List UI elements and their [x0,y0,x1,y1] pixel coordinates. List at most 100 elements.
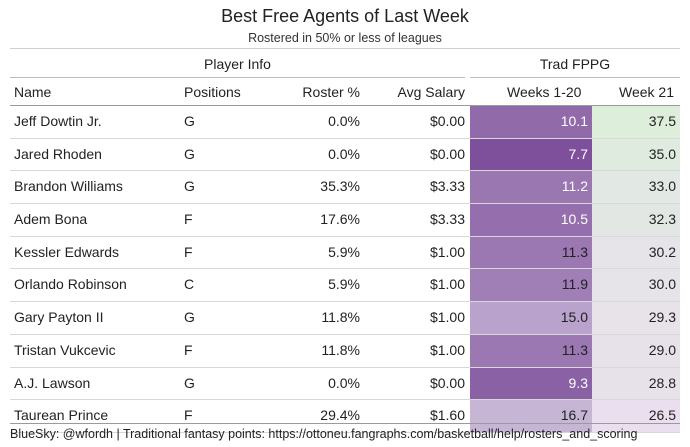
cell-roster: 11.8% [321,341,360,358]
cell-weeks-1-20-value: 10.1 [560,113,588,129]
cell-weeks-1-20-value: 11.3 [561,243,588,260]
col-header-name: Name [14,84,52,100]
cell-positions: G [184,145,195,162]
cell-roster: 0.0% [328,145,360,162]
cell-salary: $1.00 [429,276,465,293]
top-rule [10,48,680,49]
source-caption: BlueSky: @wfordh | Traditional fantasy p… [10,427,638,441]
table-row: Taurean Prince F 29.4% $1.60 16.7 26.5 [10,400,680,433]
cell-positions: C [184,276,195,293]
spanner-trad-fppg: Trad FPPG [470,52,680,78]
cell-weeks-1-20-value: 9.3 [568,374,588,391]
cell-name: Kessler Edwards [14,243,120,260]
cell-weeks-1-20: 10.5 [470,204,592,236]
table-row: Adem Bona F 17.6% $3.33 10.5 32.3 [10,204,680,237]
cell-week-21: 37.5 [592,106,680,138]
header-rule [10,105,680,106]
cell-week-21-value: 29.3 [648,309,676,326]
cell-week-21-value: 32.3 [648,211,676,228]
cell-weeks-1-20: 11.3 [470,334,592,367]
cell-weeks-1-20: 10.1 [470,106,592,138]
cell-roster: 29.4% [320,407,360,424]
cell-weeks-1-20-value: 11.9 [561,276,588,293]
cell-weeks-1-20: 15.0 [470,302,592,334]
cell-weeks-1-20-value: 11.2 [561,178,588,195]
cell-weeks-1-20-value: 10.5 [560,211,588,228]
cell-week-21: 35.0 [592,138,680,171]
cell-week-21: 29.0 [592,334,680,367]
col-header-salary: Avg Salary [397,84,465,100]
col-header-roster: Roster % [302,84,360,100]
cell-week-21: 30.0 [592,269,680,302]
table-row: Gary Payton II G 11.8% $1.00 15.0 29.3 [10,302,680,335]
cell-week-21-value: 33.0 [648,178,676,195]
cell-week-21: 32.3 [592,204,680,236]
cell-positions: F [184,341,193,358]
cell-week-21: 28.8 [592,367,680,400]
cell-salary: $3.33 [429,178,465,195]
col-header-weeks-1-20: Weeks 1-20 [507,84,582,100]
cell-positions: G [184,178,195,195]
cell-week-21-value: 28.8 [648,374,676,391]
cell-weeks-1-20: 7.7 [470,138,592,171]
spanner-player-info-rule [10,77,465,78]
cell-salary: $0.00 [429,113,465,129]
table-title: Best Free Agents of Last Week [221,6,469,26]
cell-name: A.J. Lawson [14,374,91,391]
cell-week-21: 29.3 [592,302,680,334]
cell-roster: 35.3% [320,178,360,195]
cell-weeks-1-20-value: 16.7 [560,407,588,424]
table-row: Kessler Edwards F 5.9% $1.00 11.3 30.2 [10,236,680,270]
cell-week-21-value: 29.0 [648,341,676,358]
cell-positions: G [184,113,195,129]
cell-weeks-1-20: 9.3 [470,367,592,400]
cell-roster: 5.9% [328,276,360,293]
cell-weeks-1-20: 16.7 [470,400,592,432]
cell-weeks-1-20-value: 7.7 [568,145,588,162]
table-body: Jeff Dowtin Jr. G 0.0% $0.00 10.1 37.5 Jared R… [10,106,680,433]
cell-week-21: 33.0 [592,171,680,204]
cell-salary: $0.00 [429,145,465,162]
spanner-player-info: Player Info [10,52,465,78]
table-row: A.J. Lawson G 0.0% $0.00 9.3 28.8 [10,367,680,401]
cell-name: Taurean Prince [14,407,109,424]
cell-week-21-value: 30.2 [648,243,676,260]
cell-name: Brandon Williams [14,178,123,195]
spanner-trad-fppg-label: Trad FPPG [539,56,611,72]
cell-week-21: 26.5 [592,400,680,432]
cell-weeks-1-20: 11.2 [470,171,592,204]
cell-weeks-1-20-value: 15.0 [560,309,588,326]
cell-positions: F [184,243,193,260]
cell-salary: $1.00 [429,243,465,260]
cell-name: Jeff Dowtin Jr. [14,113,102,129]
cell-salary: $1.60 [429,407,465,424]
cell-name: Orlando Robinson [14,276,127,293]
cell-roster: 5.9% [328,243,360,260]
cell-week-21-value: 26.5 [648,407,676,424]
cell-name: Jared Rhoden [14,145,102,162]
cell-roster: 0.0% [328,113,360,129]
table-row: Tristan Vukcevic F 11.8% $1.00 11.3 29.0 [10,334,680,368]
cell-salary: $1.00 [429,341,465,358]
bottom-rule [10,423,680,424]
col-header-positions: Positions [184,84,241,100]
col-header-week-21: Week 21 [619,84,674,100]
cell-roster: 17.6% [320,211,360,228]
cell-positions: G [184,309,195,326]
cell-name: Gary Payton II [14,309,104,326]
cell-roster: 0.0% [328,374,360,391]
cell-positions: F [184,407,193,424]
cell-week-21: 30.2 [592,236,680,269]
cell-name: Adem Bona [14,211,88,228]
spanner-trad-fppg-rule [470,77,680,78]
table-subtitle: Rostered in 50% or less of leagues [248,31,442,45]
cell-positions: F [184,211,193,228]
table-row: Orlando Robinson C 5.9% $1.00 11.9 30.0 [10,269,680,303]
table-row: Jeff Dowtin Jr. G 0.0% $0.00 10.1 37.5 [10,106,680,139]
cell-salary: $1.00 [429,309,465,326]
cell-weeks-1-20-value: 11.3 [561,341,588,358]
cell-week-21-value: 35.0 [648,145,676,162]
cell-weeks-1-20: 11.9 [470,269,592,302]
cell-roster: 11.8% [321,309,360,326]
cell-salary: $3.33 [429,211,465,228]
